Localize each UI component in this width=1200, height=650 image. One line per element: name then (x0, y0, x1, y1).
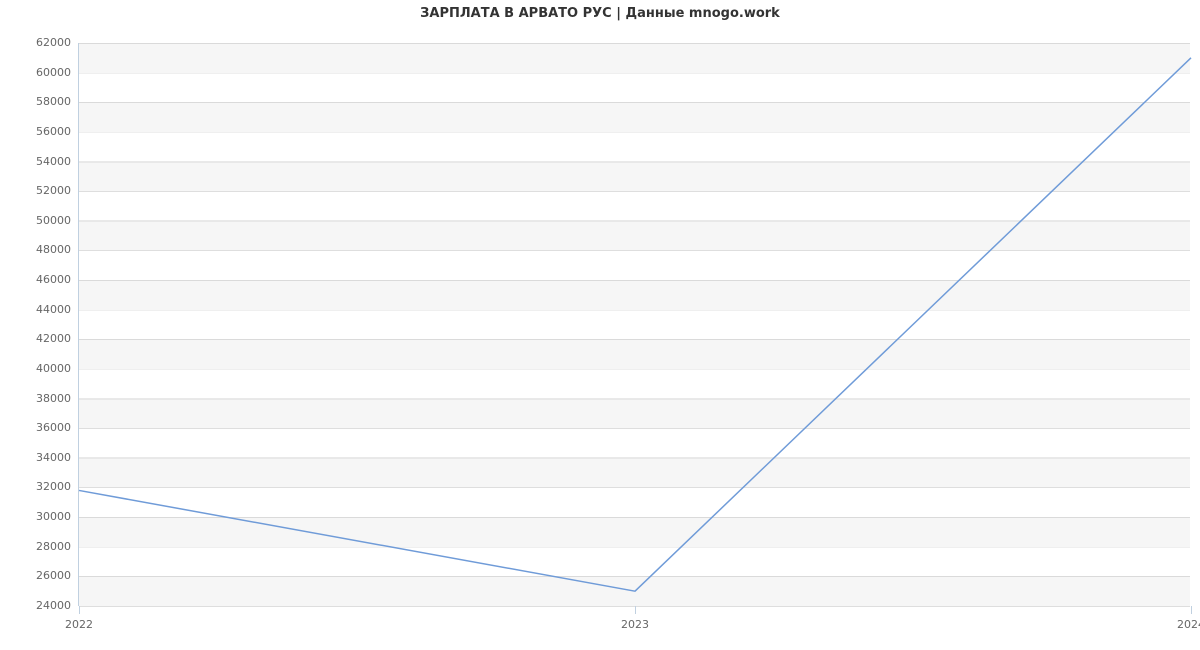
y-tick-label: 38000 (27, 392, 71, 405)
y-tick-label: 30000 (27, 510, 71, 523)
y-tick-label: 28000 (27, 540, 71, 553)
y-tick-label: 52000 (27, 184, 71, 197)
y-tick-label: 56000 (27, 125, 71, 138)
y-tick-label: 42000 (27, 332, 71, 345)
y-tick-label: 54000 (27, 155, 71, 168)
x-tick-label: 2022 (65, 618, 93, 631)
y-tick-label: 40000 (27, 362, 71, 375)
x-tick-label: 2023 (621, 618, 649, 631)
y-tick-label: 32000 (27, 480, 71, 493)
y-tick-label: 58000 (27, 95, 71, 108)
y-tick-label: 62000 (27, 36, 71, 49)
y-tick-label: 26000 (27, 569, 71, 582)
x-tick-label: 2024 (1177, 618, 1200, 631)
series-layer (79, 43, 1191, 606)
y-tick-label: 50000 (27, 214, 71, 227)
line-chart: ЗАРПЛАТА В АРВАТО РУС | Данные mnogo.wor… (0, 0, 1200, 650)
x-tick-mark (1191, 606, 1192, 614)
x-tick-mark (635, 606, 636, 614)
y-tick-label: 46000 (27, 273, 71, 286)
y-tick-label: 24000 (27, 599, 71, 612)
plot-area: 2400026000280003000032000340003600038000… (78, 43, 1190, 606)
chart-title: ЗАРПЛАТА В АРВАТО РУС | Данные mnogo.wor… (0, 6, 1200, 21)
y-tick-label: 36000 (27, 421, 71, 434)
y-tick-label: 48000 (27, 243, 71, 256)
series-line-salary (79, 58, 1191, 591)
y-tick-label: 60000 (27, 66, 71, 79)
y-tick-label: 34000 (27, 451, 71, 464)
y-tick-label: 44000 (27, 303, 71, 316)
x-tick-mark (79, 606, 80, 614)
